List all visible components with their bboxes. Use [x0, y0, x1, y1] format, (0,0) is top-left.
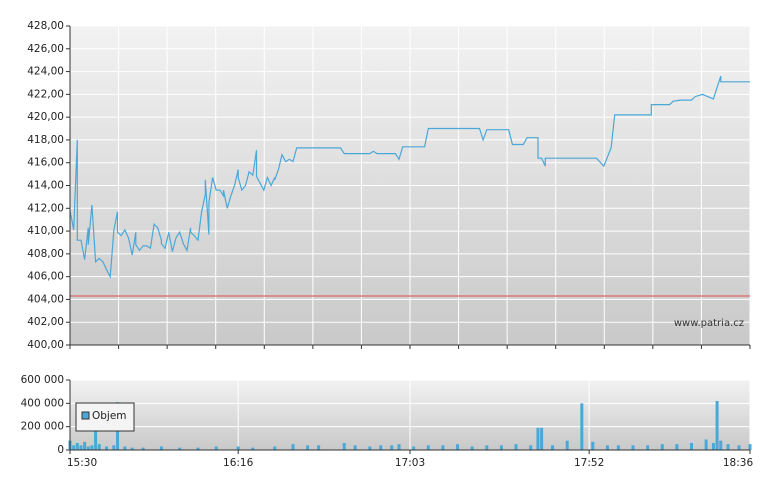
volume-bar	[591, 441, 595, 450]
volume-bar	[646, 445, 650, 450]
y-tick-label: 412,00	[27, 202, 64, 214]
volume-bar	[748, 444, 752, 450]
volume-bar	[178, 447, 182, 450]
volume-bar	[342, 443, 346, 450]
volume-bar	[711, 443, 715, 450]
y-tick-label: 408,00	[27, 248, 64, 260]
volume-bar	[236, 446, 240, 450]
volume-bar	[86, 446, 90, 450]
y-tick-label: 400 000	[21, 397, 64, 409]
volume-bar	[90, 445, 94, 450]
volume-bar	[397, 444, 401, 450]
y-tick-label: 410,00	[27, 225, 64, 237]
volume-bar	[141, 447, 145, 450]
y-tick-label: 600 000	[21, 374, 64, 386]
volume-bar	[470, 446, 474, 450]
volume-bar	[616, 445, 620, 450]
volume-bar	[499, 445, 503, 450]
volume-bar	[704, 439, 708, 450]
volume-bar	[426, 445, 430, 450]
volume-bar	[112, 445, 116, 450]
y-tick-label: 404,00	[27, 293, 64, 305]
volume-bar	[660, 444, 664, 450]
volume-bar	[317, 445, 321, 450]
volume-bar	[605, 445, 609, 450]
legend-label: Objem	[92, 410, 127, 422]
volume-bar	[273, 446, 277, 450]
volume-bar	[726, 444, 730, 450]
y-tick-label: 426,00	[27, 43, 64, 55]
y-tick-label: 402,00	[27, 316, 64, 328]
volume-bar	[251, 447, 255, 450]
volume-bar	[737, 445, 741, 450]
y-tick-label: 416,00	[27, 157, 64, 169]
volume-bar	[353, 445, 357, 450]
volume-bar	[514, 444, 518, 450]
volume-bar	[690, 443, 694, 450]
volume-bar	[529, 445, 533, 450]
volume-bar	[540, 427, 544, 450]
x-tick-label: 18:36	[723, 457, 754, 469]
volume-bar	[580, 403, 584, 450]
price-line	[69, 75, 750, 279]
volume-bar	[196, 447, 200, 450]
volume-bar	[715, 401, 719, 450]
watermark: www.patria.cz	[674, 318, 744, 329]
volume-bar	[83, 441, 87, 450]
y-tick-label: 418,00	[27, 134, 64, 146]
y-tick-label: 420,00	[27, 111, 64, 123]
volume-bar	[306, 445, 310, 450]
volume-bar	[456, 444, 460, 450]
volume-bar	[72, 445, 76, 450]
volume-bar	[368, 446, 372, 450]
volume-bar	[105, 446, 109, 450]
x-tick-label: 17:52	[574, 457, 604, 469]
y-tick-label: 400,00	[27, 339, 64, 351]
volume-bar	[291, 444, 295, 450]
y-tick-label: 424,00	[27, 66, 64, 78]
volume-bar	[159, 446, 163, 450]
volume-bar	[412, 446, 416, 450]
x-tick-label: 17:03	[395, 457, 425, 469]
volume-bar	[565, 440, 569, 450]
volume-bar	[536, 427, 540, 450]
y-tick-label: 200 000	[21, 421, 64, 433]
volume-bar	[130, 447, 134, 450]
volume-bar	[441, 445, 445, 450]
y-tick-label: 422,00	[27, 88, 64, 100]
legend-swatch	[81, 411, 90, 420]
volume-bar	[390, 445, 394, 450]
volume-bar	[379, 445, 383, 450]
volume-bar	[675, 444, 679, 450]
y-tick-label: 0	[57, 444, 64, 456]
volume-bar	[79, 445, 83, 450]
volume-bar	[551, 445, 555, 450]
y-tick-label: 406,00	[27, 271, 64, 283]
x-tick-label: 16:16	[223, 457, 254, 469]
volume-bar	[485, 445, 489, 450]
volume-bar	[631, 445, 635, 450]
volume-bar	[214, 446, 218, 450]
volume-bar	[719, 440, 723, 450]
x-tick-label: 15:30	[67, 457, 97, 469]
y-tick-label: 414,00	[27, 180, 64, 192]
y-tick-label: 428,00	[27, 20, 64, 32]
volume-bar	[75, 443, 79, 450]
volume-bar	[123, 446, 127, 450]
volume-bar	[97, 444, 101, 450]
